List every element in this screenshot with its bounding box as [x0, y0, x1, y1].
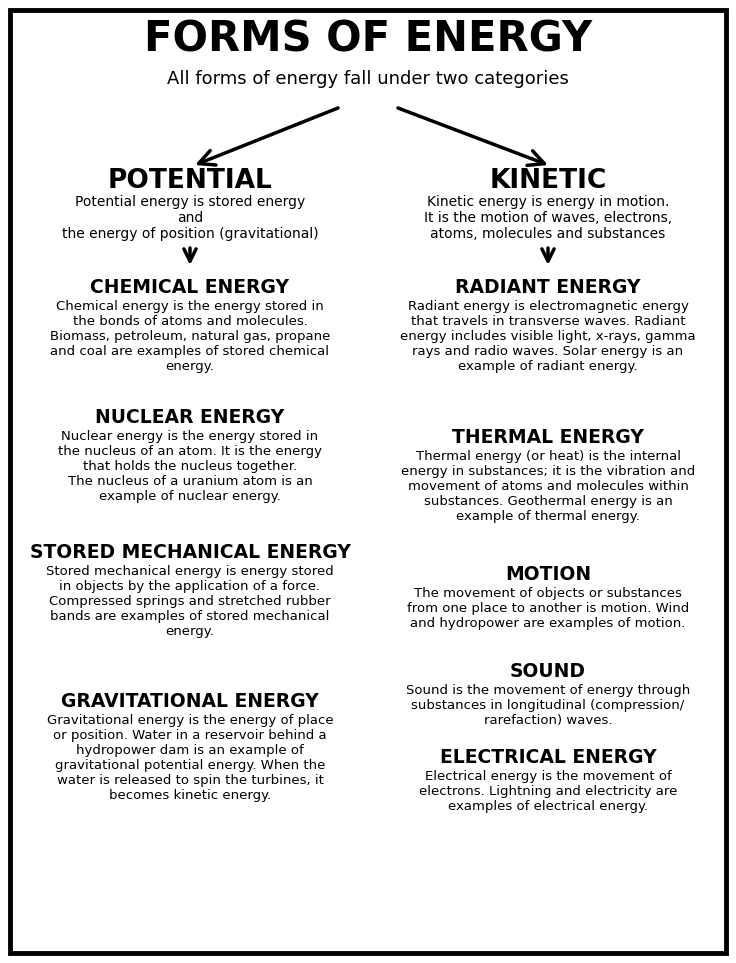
Text: Thermal energy (or heat) is the internal
energy in substances; it is the vibrati: Thermal energy (or heat) is the internal… [401, 450, 695, 523]
Text: The movement of objects or substances
from one place to another is motion. Wind
: The movement of objects or substances fr… [407, 587, 689, 630]
Text: Electrical energy is the movement of
electrons. Lightning and electricity are
ex: Electrical energy is the movement of ele… [419, 770, 677, 813]
Text: FORMS OF ENERGY: FORMS OF ENERGY [144, 18, 592, 60]
Text: STORED MECHANICAL ENERGY: STORED MECHANICAL ENERGY [29, 543, 350, 562]
Text: Chemical energy is the energy stored in
the bonds of atoms and molecules.
Biomas: Chemical energy is the energy stored in … [50, 300, 330, 373]
Text: Kinetic energy is energy in motion.
It is the motion of waves, electrons,
atoms,: Kinetic energy is energy in motion. It i… [424, 195, 672, 242]
Text: KINETIC: KINETIC [489, 168, 606, 194]
Text: ELECTRICAL ENERGY: ELECTRICAL ENERGY [439, 748, 657, 767]
Text: All forms of energy fall under two categories: All forms of energy fall under two categ… [167, 70, 569, 88]
Text: Gravitational energy is the energy of place
or position. Water in a reservoir be: Gravitational energy is the energy of pl… [46, 714, 333, 802]
Text: THERMAL ENERGY: THERMAL ENERGY [452, 428, 644, 447]
Text: RADIANT ENERGY: RADIANT ENERGY [456, 278, 641, 297]
Text: Radiant energy is electromagnetic energy
that travels in transverse waves. Radia: Radiant energy is electromagnetic energy… [400, 300, 696, 373]
Text: NUCLEAR ENERGY: NUCLEAR ENERGY [96, 408, 285, 427]
Text: CHEMICAL ENERGY: CHEMICAL ENERGY [91, 278, 289, 297]
Text: SOUND: SOUND [510, 662, 586, 681]
Text: POTENTIAL: POTENTIAL [107, 168, 272, 194]
Text: Sound is the movement of energy through
substances in longitudinal (compression/: Sound is the movement of energy through … [406, 684, 690, 727]
Text: Potential energy is stored energy
and
the energy of position (gravitational): Potential energy is stored energy and th… [62, 195, 318, 242]
Text: Nuclear energy is the energy stored in
the nucleus of an atom. It is the energy
: Nuclear energy is the energy stored in t… [58, 430, 322, 503]
Text: GRAVITATIONAL ENERGY: GRAVITATIONAL ENERGY [61, 692, 319, 711]
Text: Stored mechanical energy is energy stored
in objects by the application of a for: Stored mechanical energy is energy store… [46, 565, 334, 638]
Text: MOTION: MOTION [505, 565, 591, 584]
